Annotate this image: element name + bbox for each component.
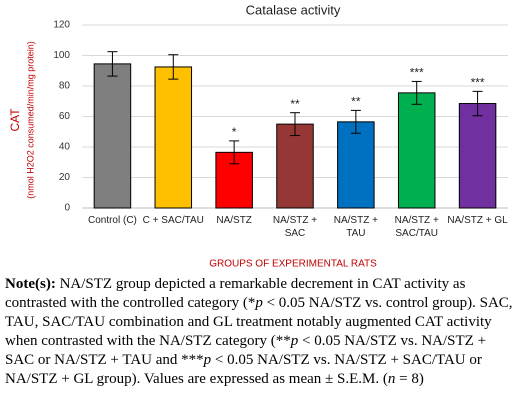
note: Note(s): NA/STZ group depicted a remarka… — [5, 275, 517, 389]
x-tick-label: NA/STZ + SAC/TAU — [394, 215, 439, 239]
y-tick-label: 20 — [59, 172, 71, 183]
x-tick-label: Control (C) — [87, 215, 137, 226]
significance-label: * — [232, 125, 237, 139]
x-tick-label: NA/STZ + TAU — [333, 215, 378, 239]
note-text: p — [290, 333, 299, 349]
note-label: Note(s): — [5, 276, 56, 292]
chart: Catalase activity CAT (nmol H2O2 consume… — [8, 2, 508, 270]
note-text: p — [255, 295, 263, 311]
significance-label: ** — [290, 97, 300, 111]
note-text: < 0.05 NA/STZ vs. NA/STZ + SAC or NA/STZ… — [5, 333, 487, 368]
y-label: CAT — [8, 108, 22, 132]
significance-label: *** — [471, 76, 485, 90]
note-text: < 0.05 NA/STZ vs. NA/STZ + SAC/TAU or NA… — [5, 352, 482, 387]
note-text: < 0.05 NA/STZ vs. control group). SAC, T… — [5, 295, 513, 349]
y-tick-label: 100 — [53, 50, 70, 61]
bar — [458, 103, 497, 209]
significance-label: ** — [351, 95, 361, 109]
x-tick-label: NA/STZ + GL — [447, 215, 508, 226]
y-tick-label: 0 — [64, 203, 70, 214]
bar — [337, 121, 375, 209]
x-tick-label: NA/STZ + SAC — [272, 215, 318, 239]
note-text: = 8) — [395, 371, 424, 387]
y-tick-label: 60 — [59, 111, 71, 122]
x-tick-label: C + SAC/TAU — [142, 215, 204, 226]
note-text: p — [203, 352, 212, 368]
y-label-sub: (nmol H2O2 consumed/min/mg protein) — [25, 41, 35, 199]
chart-title: Catalase activity — [246, 2, 341, 17]
y-tick-label: 120 — [53, 20, 70, 31]
significance-label: *** — [410, 66, 424, 80]
bar — [276, 123, 314, 209]
bar — [154, 66, 193, 209]
note-text: n — [387, 371, 396, 387]
note-text: NA/STZ group depicted a remarkable decre… — [5, 276, 466, 311]
y-tick-label: 80 — [59, 81, 71, 92]
bar — [397, 92, 436, 209]
bar — [93, 63, 132, 209]
y-tick-label: 40 — [59, 142, 71, 153]
x-label: GROUPS OF EXPERIMENTAL RATS — [209, 259, 377, 270]
x-tick-label: NA/STZ — [216, 215, 252, 226]
